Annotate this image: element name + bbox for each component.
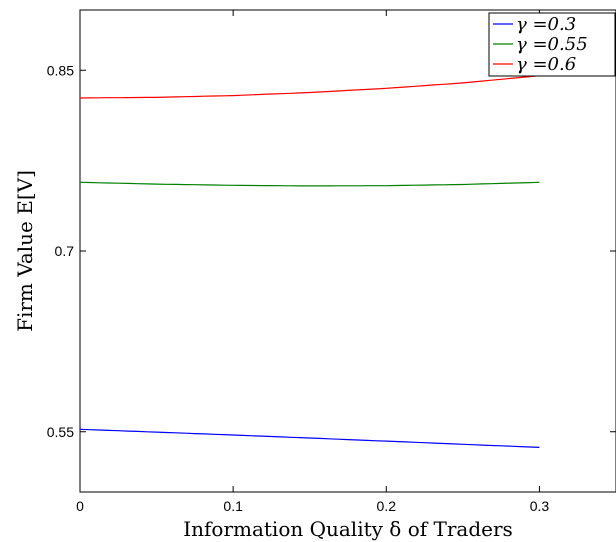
x-tick-label: 0.1 — [223, 498, 243, 514]
x-axis-label: Information Quality δ of Traders — [183, 517, 513, 541]
series-line — [79, 75, 540, 99]
series-lines — [79, 75, 540, 448]
legend: γ =0.3γ =0.55γ =0.6 — [488, 12, 616, 77]
series-line — [79, 181, 540, 187]
x-tick-label: 0 — [76, 498, 84, 514]
legend-label: γ =0.3 — [516, 14, 576, 35]
y-tick-label: 0.55 — [47, 424, 74, 440]
series-line — [79, 428, 540, 448]
plot-area — [79, 9, 616, 493]
y-axis-label: Firm Value E[V] — [13, 170, 37, 332]
x-tick-label: 0.2 — [377, 498, 397, 514]
y-tick-label: 0.85 — [47, 62, 74, 78]
axis-ticks: 0 0.1 0.2 0.3 0.55 0.7 0.85 — [47, 10, 616, 514]
legend-label: γ =0.55 — [516, 34, 588, 55]
y-tick-label: 0.7 — [55, 243, 75, 259]
x-tick-label: 0.3 — [530, 498, 550, 514]
legend-label: γ =0.6 — [516, 54, 576, 75]
